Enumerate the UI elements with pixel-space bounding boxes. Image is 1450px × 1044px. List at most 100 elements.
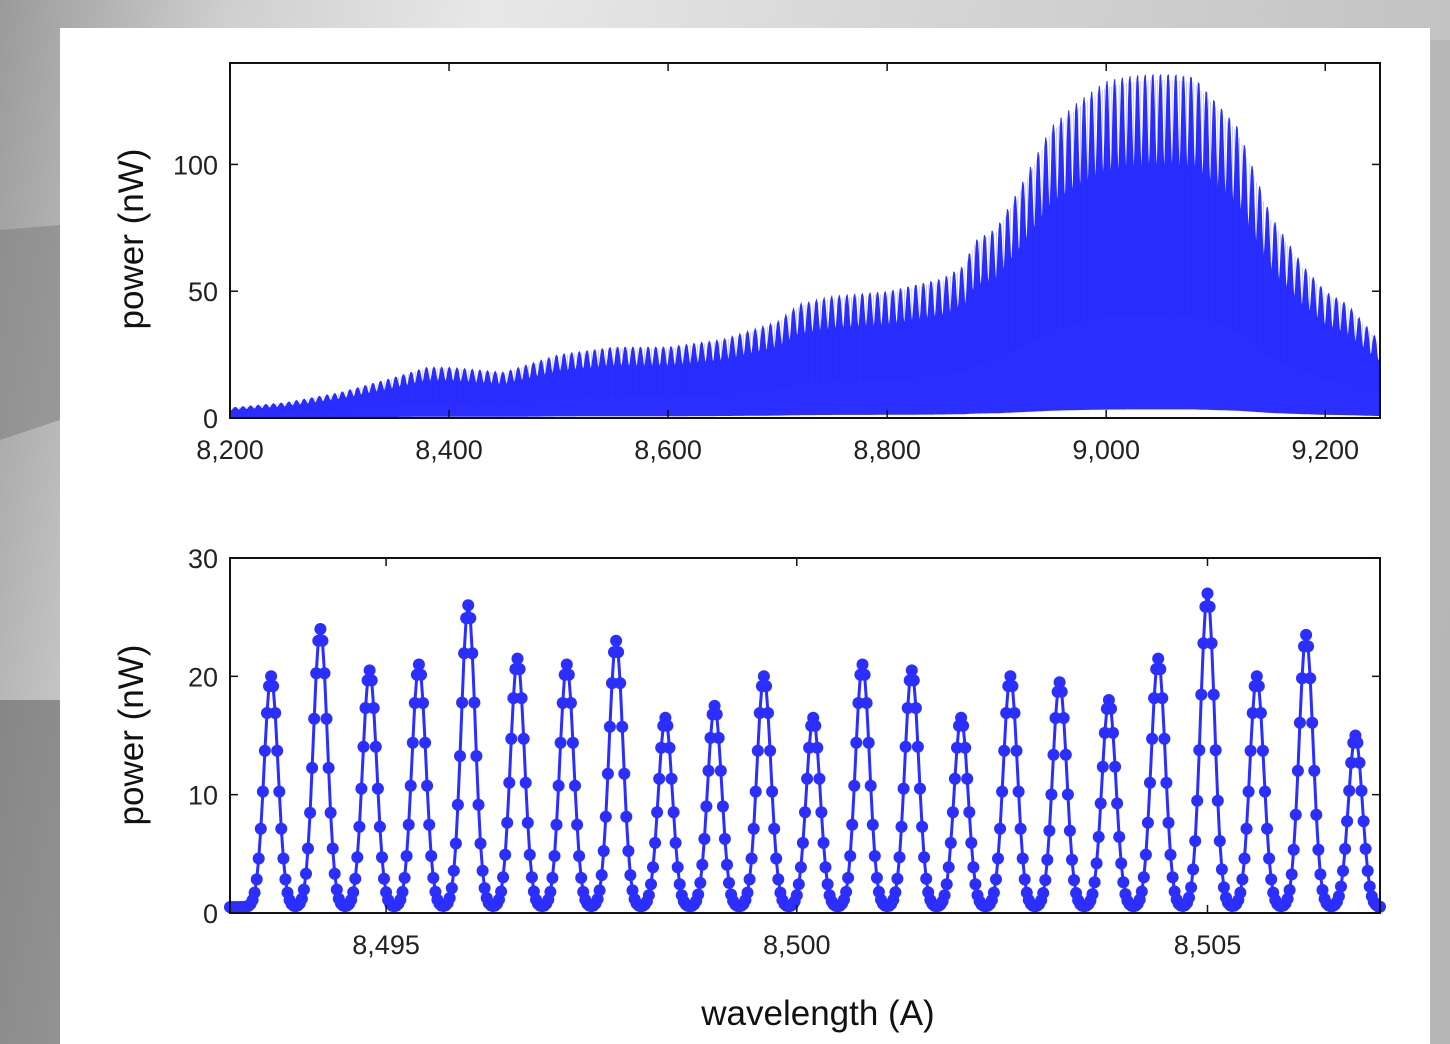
bottom-plot-data-point [723, 876, 735, 889]
bottom-plot-data-point [747, 822, 760, 835]
bottom-plot-x-axis-title: wavelength (A) [700, 994, 934, 1033]
bottom-plot-data-point [647, 861, 659, 874]
bottom-plot-data-point [1300, 628, 1313, 641]
bottom-plot-data-point [316, 634, 329, 647]
bottom-plot-data-point [996, 785, 1009, 798]
top-plot-x-tick-label: 8,600 [634, 435, 702, 465]
bottom-plot-data-point [1088, 876, 1101, 889]
bottom-plot-data-point [1353, 756, 1366, 769]
bottom-plot-data-point [501, 816, 514, 829]
bottom-plot-data-point [304, 806, 317, 819]
bottom-plot-data-point [248, 886, 261, 899]
bottom-plot-data-point [844, 850, 857, 862]
bottom-plot-data-point [423, 818, 436, 831]
bottom-plot-data-point [914, 782, 926, 795]
bottom-plot-data-point [994, 822, 1007, 835]
bottom-plot-data-point [569, 779, 581, 792]
bottom-plot-data-point [261, 707, 273, 719]
top-plot-series [229, 73, 1381, 418]
bottom-plot-data-point [1242, 785, 1255, 798]
bottom-plot-data-point [1059, 748, 1072, 761]
bottom-plot-data-point [907, 674, 920, 687]
bottom-plot-data-point [811, 741, 824, 754]
bottom-plot: 8,495 8,500 8,505 0 10 20 30 power (nW) wavele… [112, 544, 1386, 1033]
bottom-plot-data-point [710, 708, 723, 721]
bottom-plot-data-point [1234, 886, 1247, 899]
bottom-plot-data-point [766, 785, 779, 798]
bottom-plot-data-point [419, 736, 432, 749]
bottom-plot-data-point [546, 871, 559, 884]
bottom-plot-data-point [575, 871, 588, 884]
bottom-plot-data-point [1049, 712, 1062, 724]
bottom-plot-data-point [447, 864, 460, 877]
bottom-plot-data-point [507, 692, 520, 705]
bottom-plot-data-point [1000, 707, 1013, 719]
bottom-plot-data-point [1263, 852, 1276, 865]
bottom-plot-data-point [1010, 744, 1023, 757]
bottom-plot-x-tick-label: 8,495 [352, 930, 420, 960]
bottom-plot-data-point [655, 741, 668, 754]
top-plot-spectrum-area [229, 73, 1381, 418]
bottom-plot-data-point [322, 761, 335, 774]
bottom-plot-data-point [762, 707, 774, 719]
bottom-plot-data-point [1158, 732, 1171, 745]
bottom-plot-data-point [320, 712, 333, 725]
bottom-plot-data-point [817, 836, 830, 849]
bottom-plot-data-point [351, 851, 364, 864]
bottom-plot-data-point [427, 871, 440, 884]
bottom-plot-data-point [1139, 848, 1152, 861]
bottom-plot-data-point [415, 668, 427, 681]
bottom-plot-data-point [815, 806, 828, 819]
bottom-plot-data-point [445, 882, 458, 895]
bottom-plot-data-point [809, 719, 822, 732]
bottom-plot-data-point [957, 719, 970, 732]
bottom-plot-data-point [474, 837, 487, 850]
bottom-plot-data-point [606, 677, 618, 690]
bottom-plot-data-point [412, 658, 425, 671]
bottom-plot-data-point [1148, 692, 1161, 705]
bottom-plot-data-point [1296, 672, 1308, 685]
bottom-plot-data-point [1254, 707, 1267, 719]
top-plot-x-tick-label: 9,000 [1072, 435, 1140, 465]
bottom-plot-data-point [252, 852, 265, 865]
bottom-plot-data-point [624, 869, 637, 882]
bottom-plot-data-point [1057, 712, 1070, 724]
bottom-plot-data-point [1213, 835, 1226, 847]
bottom-plot-data-point [279, 873, 292, 886]
bottom-plot-data-point [661, 719, 674, 732]
top-plot-x-tick-label: 8,400 [415, 435, 483, 465]
bottom-plot-data-point [1308, 764, 1321, 777]
bottom-plot-data-point [573, 850, 586, 862]
bottom-plot-data-point [899, 740, 912, 753]
bottom-plot-data-point [517, 732, 530, 745]
bottom-plot-data-point [1135, 885, 1148, 898]
top-plot-ticks: 8,200 8,400 8,600 8,800 9,000 9,200 0 50 100 [173, 62, 1381, 465]
bottom-plot-data-point [704, 731, 717, 744]
bottom-plot-data-point [495, 885, 508, 898]
bottom-plot-data-point [1351, 736, 1364, 749]
bottom-plot-data-point [667, 806, 680, 819]
bottom-plot-data-point [265, 670, 278, 683]
bottom-plot-data-point [478, 882, 491, 895]
bottom-plot-data-point [1156, 692, 1169, 705]
bottom-plot-data-point [1189, 835, 1202, 847]
bottom-plot-data-point [792, 878, 805, 891]
bottom-plot-data-point [819, 861, 832, 874]
bottom-plot-data-point [456, 696, 469, 709]
bottom-plot-data-point [371, 782, 384, 795]
bottom-plot-data-point [620, 810, 633, 823]
bottom-plot-data-point [328, 867, 341, 880]
bottom-plot-data-point [909, 702, 922, 714]
bottom-plot-data-point [1291, 764, 1304, 777]
bottom-plot-data-point [254, 822, 267, 835]
bottom-plot-data-point [893, 851, 906, 864]
bottom-plot-data-point [1359, 842, 1372, 855]
bottom-plot-data-point [1012, 785, 1025, 798]
bottom-plot-data-point [258, 744, 271, 757]
bottom-plot-data-point [959, 741, 972, 754]
bottom-plot-data-point [425, 850, 438, 862]
bottom-plot-data-point [1187, 863, 1200, 876]
bottom-plot-data-point [365, 674, 378, 687]
bottom-plot-data-point [566, 736, 579, 749]
